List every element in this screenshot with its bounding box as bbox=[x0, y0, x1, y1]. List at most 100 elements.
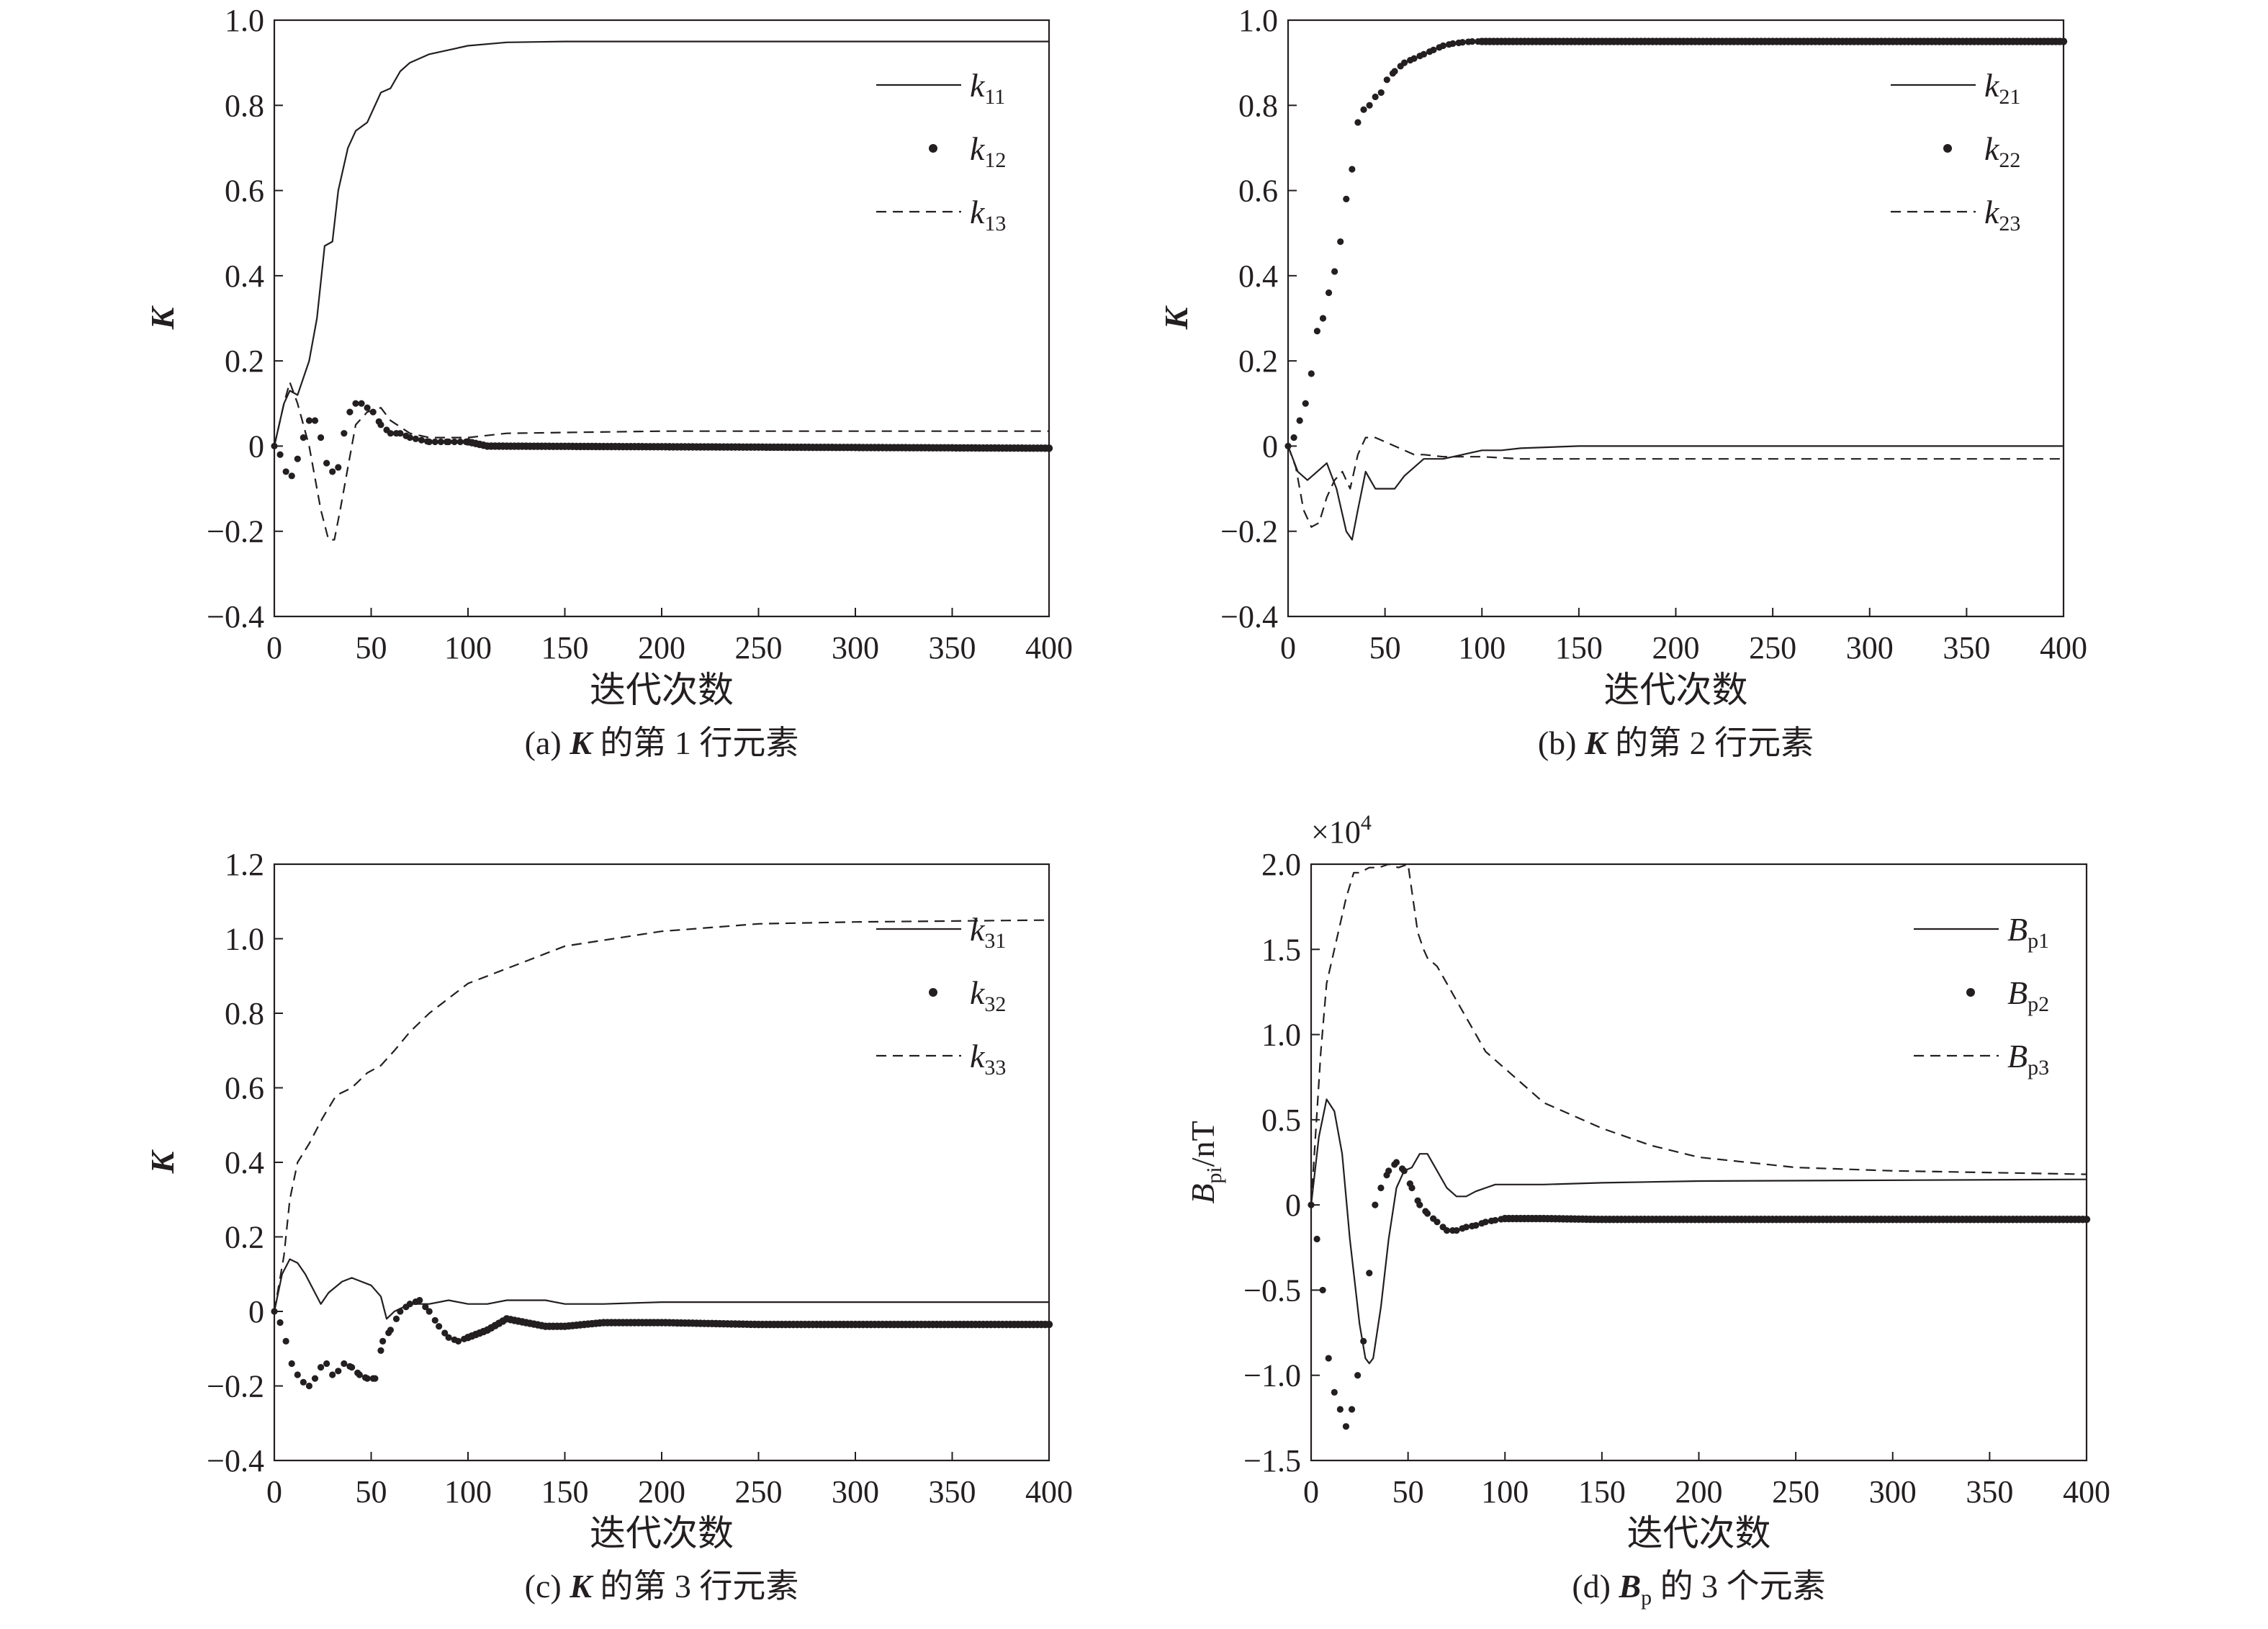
series-Bp2: Bp2 bbox=[1308, 974, 2091, 1430]
data-point bbox=[1313, 1235, 1320, 1243]
data-point bbox=[1459, 39, 1466, 46]
data-point bbox=[412, 435, 419, 442]
data-point bbox=[431, 1316, 438, 1324]
data-point bbox=[451, 438, 458, 446]
caption-symbol: K bbox=[569, 724, 594, 761]
data-point bbox=[1343, 195, 1350, 202]
legend-label-main: k bbox=[1984, 67, 2000, 104]
data-point bbox=[364, 1375, 371, 1382]
data-point bbox=[276, 1319, 284, 1327]
data-point bbox=[356, 1371, 363, 1378]
data-point bbox=[1430, 46, 1437, 53]
caption-prefix: (c) bbox=[525, 1568, 570, 1605]
data-point bbox=[1472, 1221, 1480, 1229]
caption-symbol: K bbox=[1584, 724, 1609, 761]
legend-label-main: B bbox=[2007, 974, 2028, 1011]
caption-text: 的第 2 行元素 bbox=[1607, 724, 1814, 761]
data-point bbox=[416, 1296, 423, 1304]
series-Bp3: Bp3 bbox=[1310, 863, 2087, 1206]
data-point bbox=[1308, 1201, 1315, 1208]
legend-label-sub: 22 bbox=[1999, 148, 2020, 172]
series-k12: k12 bbox=[271, 130, 1053, 480]
legend-label-main: k bbox=[970, 1038, 986, 1074]
data-point bbox=[1391, 68, 1398, 75]
legend-label-sub: 13 bbox=[984, 212, 1006, 235]
data-point bbox=[1453, 1227, 1460, 1234]
y-tick-label: −0.2 bbox=[1220, 514, 1278, 549]
data-point bbox=[431, 438, 438, 446]
data-point bbox=[377, 1347, 384, 1354]
y-axis-label: Bpi/nT bbox=[1184, 1121, 1226, 1203]
y-tick-label: 0.2 bbox=[225, 344, 264, 379]
y-tick-label: 0.4 bbox=[1238, 259, 1278, 294]
data-point bbox=[346, 408, 354, 416]
data-point bbox=[426, 1308, 433, 1315]
caption-prefix: (b) bbox=[1538, 724, 1585, 761]
series-line bbox=[273, 919, 1050, 1312]
data-point bbox=[1308, 370, 1315, 377]
x-tick-label: 350 bbox=[1966, 1474, 2013, 1509]
caption-symbol: K bbox=[569, 1568, 594, 1605]
data-point bbox=[271, 442, 278, 450]
x-tick-label: 250 bbox=[735, 630, 783, 665]
y-axis-label: K bbox=[144, 1149, 181, 1174]
x-tick-label: 100 bbox=[444, 1474, 492, 1509]
chart-panel-1: 0 50 100 150 200 250 300 350 400 1.0 0.8 0.6 0.4 0.2 0… bbox=[144, 3, 1073, 761]
x-tick-label: 150 bbox=[541, 630, 589, 665]
data-point bbox=[1360, 1337, 1367, 1345]
data-point bbox=[436, 1323, 443, 1330]
data-point bbox=[1360, 106, 1367, 113]
data-point bbox=[1439, 42, 1446, 50]
data-point bbox=[1296, 417, 1303, 424]
caption-text: 的 3 个元素 bbox=[1652, 1568, 1826, 1605]
data-point bbox=[445, 438, 452, 446]
legend-label-main: k bbox=[1984, 194, 2000, 230]
y-tick-label: 1.5 bbox=[1261, 932, 1301, 967]
x-tick-label: 200 bbox=[1675, 1474, 1723, 1509]
data-point bbox=[1319, 1286, 1326, 1294]
data-point bbox=[282, 468, 289, 475]
legend-label-sub: 32 bbox=[984, 992, 1006, 1016]
series-k33: k33 bbox=[273, 919, 1050, 1312]
data-point bbox=[406, 434, 413, 441]
data-point bbox=[2059, 37, 2068, 45]
data-point bbox=[437, 438, 444, 446]
x-tick-label: 200 bbox=[638, 630, 685, 665]
series-line bbox=[273, 1258, 1049, 1320]
data-point bbox=[1290, 434, 1297, 441]
data-point bbox=[1354, 1372, 1362, 1379]
data-point bbox=[1336, 1406, 1344, 1413]
series-line bbox=[273, 40, 1049, 446]
y-tick-label: 0.4 bbox=[225, 1145, 264, 1180]
data-point bbox=[406, 1301, 413, 1308]
data-point bbox=[1372, 93, 1379, 101]
data-point bbox=[387, 1327, 395, 1334]
y-tick-label: 0.8 bbox=[1238, 88, 1278, 123]
x-tick-label: 50 bbox=[1369, 630, 1401, 665]
data-point bbox=[300, 1378, 307, 1386]
y-tick-label: 1.0 bbox=[1261, 1018, 1301, 1053]
x-tick-label: 100 bbox=[1458, 630, 1506, 665]
series-k21: k21 bbox=[1287, 67, 2064, 541]
series-k23: k23 bbox=[1287, 194, 2064, 528]
caption-prefix: (a) bbox=[525, 724, 570, 761]
data-point bbox=[1423, 1210, 1431, 1217]
x-tick-label: 400 bbox=[2040, 630, 2087, 665]
data-point bbox=[294, 455, 301, 462]
legend-label-sub: 33 bbox=[984, 1056, 1006, 1080]
y-tick-label: −0.2 bbox=[207, 1369, 264, 1404]
series-Bp1: Bp1 bbox=[1310, 911, 2087, 1365]
legend-marker bbox=[1943, 144, 1952, 153]
y-tick-label: 0 bbox=[1285, 1188, 1301, 1223]
data-point bbox=[1385, 1167, 1392, 1175]
x-tick-label: 300 bbox=[1846, 630, 1894, 665]
legend-label-main: k bbox=[1984, 130, 2000, 167]
data-point bbox=[1377, 89, 1385, 97]
data-point bbox=[1325, 1355, 1332, 1362]
y-tick-label: 0.5 bbox=[1261, 1103, 1301, 1138]
x-tick-label: 250 bbox=[1749, 630, 1796, 665]
data-point bbox=[352, 400, 359, 407]
data-point bbox=[387, 430, 395, 437]
y-tick-label: 1.0 bbox=[1238, 3, 1278, 38]
